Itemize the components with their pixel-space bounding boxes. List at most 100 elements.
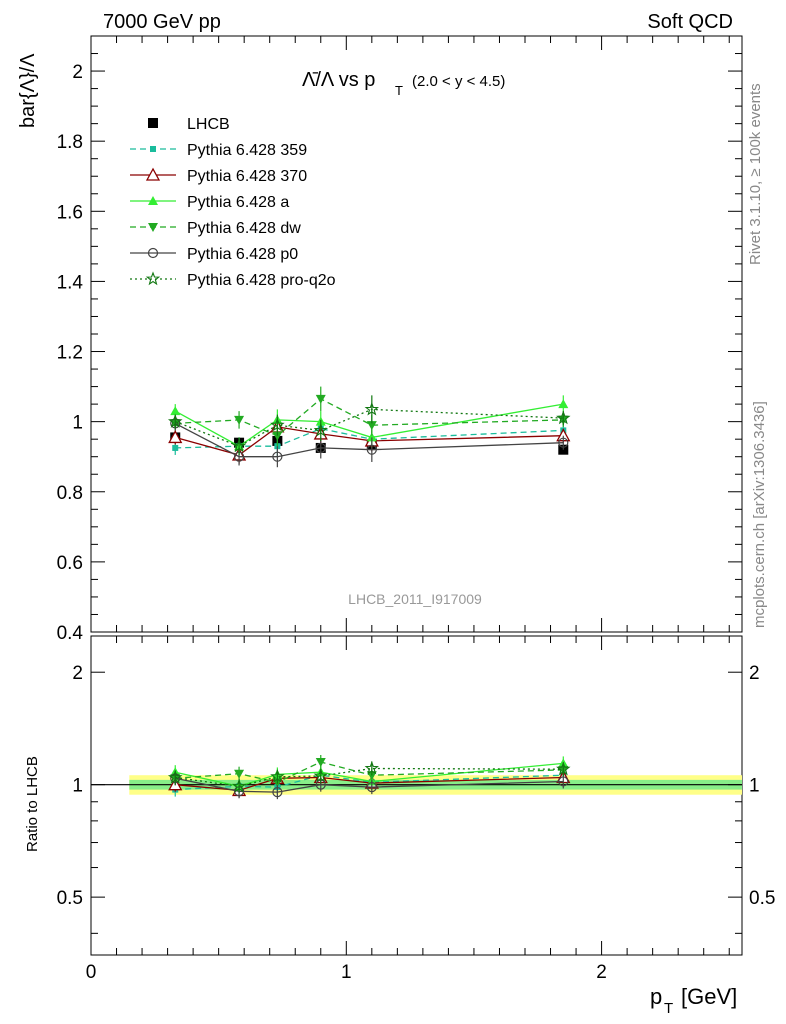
plot-title: Λ̄/Λ vs p T (2.0 < y < 4.5) [302,69,505,98]
legend-entry: LHCB [148,116,230,133]
legend-label: Pythia 6.428 p0 [187,246,298,263]
ratio-y-tick-label-left: 2 [72,663,83,684]
legend-label: LHCB [187,116,230,133]
data-point [366,421,377,431]
data-point [364,401,380,416]
data-point [167,413,183,428]
main-y-axis-label: bar{Λ}/Λ [17,53,39,128]
ratio-series-line [175,774,564,791]
legend-label: Pythia 6.428 370 [187,168,307,185]
ratio-data-point [231,778,247,793]
x-axis-label-p: p [650,984,662,1009]
ratio-data-point [234,769,245,779]
ratio-y-tick-label-left: 0.5 [57,888,83,909]
data-point [315,442,326,454]
data-point [366,432,377,442]
ratio-data-point [272,787,283,798]
ratio-y-tick-label-right: 2 [749,663,760,684]
x-tick-label: 1 [341,962,352,983]
series-line [175,426,564,456]
ratio-plot-area: 0.5 1 2 0.5 1 2 0 1 2 [57,636,775,983]
ratio-data-point [364,760,379,775]
ratio-series-line [175,767,564,787]
ratio-series-line [175,777,564,793]
x-tick-label: 0 [86,962,97,983]
data-point [558,399,569,409]
main-y-tick-label: 1.4 [57,272,84,293]
main-y-tick-label: 1.6 [57,202,83,223]
ratio-y-tick-label-right: 0.5 [749,888,775,909]
main-y-tick-label: 0.6 [57,553,83,574]
title-main: Λ̄/Λ vs p [302,69,375,91]
header-beam-label: 7000 GeV pp [103,11,221,33]
rivet-version-label: Rivet 3.1.10, ≥ 100k events [747,83,764,265]
ratio-data-point [270,769,285,783]
data-point [270,417,285,432]
legend-marker [145,271,161,286]
header-category-label: Soft QCD [647,11,733,33]
legend-entry: Pythia 6.428 dw [130,220,301,237]
series-pythia-6-428-pro-q2o [167,395,571,455]
ratio-data-point [558,776,569,787]
ratio-ticks: 0.5 1 2 0.5 1 2 0 1 2 [57,636,775,983]
series-line [174,422,564,458]
main-y-tick-label: 1.8 [57,132,83,153]
ratio-y-tick-label-right: 1 [749,776,760,797]
ratio-y-tick-label-left: 1 [72,776,83,797]
ratio-series-pythia-6-428-pro-q2o [167,760,571,794]
legend-entry: Pythia 6.428 p0 [130,246,298,263]
legend-marker [148,196,158,205]
ratio-data-point [366,771,377,781]
main-y-ticks: 0.4 0.6 0.8 1 1.2 1.4 1.6 1.8 2 [57,35,742,644]
legend-marker [150,146,156,152]
series-line [175,428,564,449]
legend-entry: Pythia 6.428 pro-q2o [130,271,336,289]
main-y-tick-label: 2 [72,62,83,83]
main-plot-area: 0.4 0.6 0.8 1 1.2 1.4 1.6 1.8 2 [57,35,742,644]
data-point [272,451,283,462]
data-point [556,410,571,425]
analysis-watermark: LHCB_2011_I917009 [348,591,482,607]
x-tick-label: 2 [596,962,607,983]
data-point [313,422,329,437]
main-y-tick-label: 1 [72,413,83,434]
ratio-data-point [556,761,571,776]
legend-label: Pythia 6.428 359 [187,142,307,159]
ratio-series-line [175,762,564,787]
legend-label: Pythia 6.428 dw [187,220,301,237]
main-y-tick-label: 0.4 [57,623,84,644]
legend-marker [145,167,161,181]
legend-entry: Pythia 6.428 a [130,194,289,211]
legend-label: Pythia 6.428 pro-q2o [187,272,336,289]
data-point [168,430,183,444]
data-point [170,406,181,416]
data-point [315,394,326,404]
x-axis-label-sub: T [664,1000,673,1017]
ratio-data-point [315,757,326,767]
ratio-data-point [313,768,329,783]
ratio-panel-frame [90,635,743,956]
series-line [174,403,564,447]
title-range: (2.0 < y < 4.5) [412,73,505,90]
ratio-data-point [167,769,183,784]
legend-marker [147,247,159,259]
legend-entry: Pythia 6.428 370 [130,167,307,185]
title-sub: T [395,83,403,98]
legend-marker [148,118,158,128]
data-point [234,415,245,425]
data-point [272,431,283,441]
ratio-data-point [366,782,377,793]
ratio-series-pythia-6-428-p0 [170,771,569,800]
series-line [175,398,564,437]
legend-marker [148,223,158,232]
main-y-tick-label: 0.8 [57,483,83,504]
ratio-y-axis-label: Ratio to LHCB [24,756,41,852]
x-axis-label: p T [GeV] [650,984,737,1017]
x-axis-label-unit: [GeV] [681,984,737,1009]
mcplots-credit-label: mcplots.cern.ch [arXiv:1306.3436] [751,401,768,628]
legend: LHCB Pythia 6.428 359 Pythia 6.428 370 Pyth… [130,116,336,289]
legend-label: Pythia 6.428 a [187,194,289,211]
ratio-series-line [175,761,564,783]
data-point [558,437,569,448]
